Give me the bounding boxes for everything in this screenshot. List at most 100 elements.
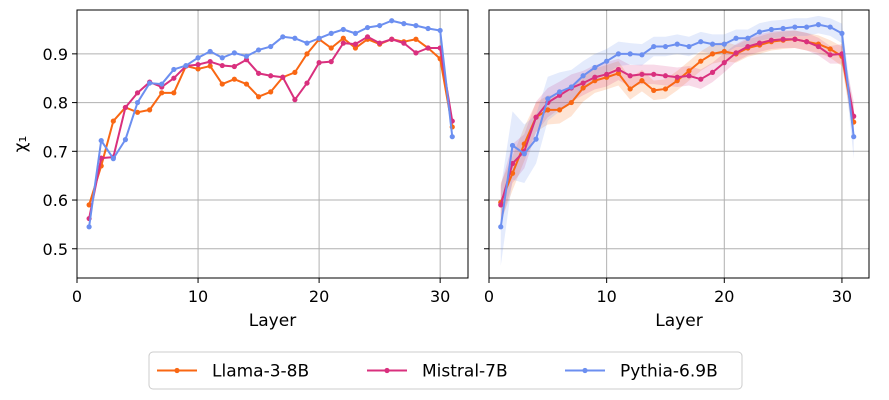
point-llama-3-8b: [255, 94, 262, 100]
point-pythia-6-9b: [592, 64, 598, 71]
point-mistral-7b: [592, 74, 598, 80]
point-mistral-7b: [134, 90, 141, 96]
x-tick-label: 20: [309, 287, 329, 306]
point-llama-3-8b: [352, 45, 359, 51]
point-mistral-7b: [207, 59, 213, 65]
series-line-llama-3-8b: [88, 37, 454, 206]
x-tick-label: 10: [596, 287, 616, 306]
band-pythia-6-9b: [500, 15, 854, 266]
x-tick-label: 30: [832, 287, 852, 306]
point-llama-3-8b: [580, 85, 586, 91]
point-pythia-6-9b: [207, 48, 213, 55]
point-llama-3-8b: [827, 46, 833, 52]
legend-box: [148, 351, 743, 390]
point-mistral-7b: [580, 80, 586, 86]
point-llama-3-8b: [639, 78, 645, 84]
plot-frame: [76, 9, 469, 279]
point-pythia-6-9b: [377, 22, 383, 29]
point-mistral-7b: [304, 80, 310, 86]
point-llama-3-8b: [340, 35, 346, 41]
point-pythia-6-9b: [304, 40, 310, 46]
point-llama-3-8b: [615, 70, 622, 76]
point-mistral-7b: [425, 45, 431, 51]
y-axis-label: χ₁: [11, 136, 31, 153]
point-mistral-7b: [756, 40, 763, 46]
point-pythia-6-9b: [804, 24, 810, 30]
right-panel: 0 10 20 30 Layer: [484, 9, 870, 331]
point-llama-3-8b: [556, 107, 563, 113]
point-mistral-7b: [733, 50, 739, 56]
point-llama-3-8b: [195, 66, 201, 72]
point-mistral-7b: [401, 40, 407, 46]
x-tick-label: 0: [72, 287, 82, 306]
point-mistral-7b: [219, 62, 225, 69]
point-mistral-7b: [122, 104, 129, 111]
point-mistral-7b: [815, 43, 822, 50]
point-pythia-6-9b: [389, 18, 395, 24]
point-pythia-6-9b: [733, 35, 739, 41]
point-mistral-7b: [651, 71, 657, 77]
point-mistral-7b: [268, 73, 274, 79]
point-mistral-7b: [780, 36, 786, 42]
x-tick-label: 30: [430, 287, 450, 306]
point-pythia-6-9b: [328, 30, 334, 36]
point-mistral-7b: [827, 52, 833, 58]
point-pythia-6-9b: [425, 25, 431, 32]
point-mistral-7b: [364, 34, 371, 40]
y-tick-label: 0.7: [43, 142, 68, 161]
point-pythia-6-9b: [509, 142, 516, 149]
point-mistral-7b: [627, 73, 633, 79]
point-pythia-6-9b: [521, 151, 527, 157]
point-pythia-6-9b: [195, 55, 201, 61]
point-pythia-6-9b: [147, 80, 153, 86]
point-pythia-6-9b: [651, 43, 657, 50]
point-llama-3-8b: [413, 36, 419, 42]
point-mistral-7b: [639, 71, 645, 77]
point-pythia-6-9b: [268, 43, 274, 50]
point-pythia-6-9b: [159, 81, 165, 87]
series-line-pythia-6-9b: [499, 23, 855, 227]
point-mistral-7b: [768, 37, 774, 43]
point-llama-3-8b: [171, 90, 177, 96]
point-llama-3-8b: [86, 202, 92, 208]
point-pythia-6-9b: [171, 66, 177, 73]
point-pythia-6-9b: [839, 30, 845, 36]
point-mistral-7b: [498, 202, 504, 208]
point-pythia-6-9b: [662, 43, 669, 50]
point-pythia-6-9b: [792, 24, 798, 30]
point-llama-3-8b: [207, 63, 213, 69]
point-mistral-7b: [255, 70, 262, 76]
point-pythia-6-9b: [768, 26, 774, 33]
point-mistral-7b: [674, 74, 680, 80]
point-mistral-7b: [389, 36, 395, 42]
point-pythia-6-9b: [364, 24, 371, 31]
point-llama-3-8b: [147, 107, 153, 113]
y-tick-label: 0.5: [43, 240, 68, 259]
point-pythia-6-9b: [183, 62, 189, 69]
point-mistral-7b: [662, 73, 669, 79]
x-axis-label: Layer: [655, 311, 702, 331]
point-mistral-7b: [195, 61, 201, 68]
point-llama-3-8b: [627, 86, 633, 92]
point-pythia-6-9b: [110, 156, 116, 162]
point-pythia-6-9b: [98, 137, 104, 144]
legend-label-llama-3-8b: Llama-3-8B: [212, 362, 309, 382]
point-llama-3-8b: [662, 86, 669, 92]
point-pythia-6-9b: [615, 51, 622, 57]
series-line-mistral-7b: [88, 35, 454, 219]
point-llama-3-8b: [231, 76, 237, 82]
point-pythia-6-9b: [340, 26, 346, 33]
point-pythia-6-9b: [498, 224, 504, 230]
point-pythia-6-9b: [243, 53, 250, 59]
point-pythia-6-9b: [352, 30, 359, 36]
point-pythia-6-9b: [604, 58, 610, 64]
point-pythia-6-9b: [627, 51, 633, 57]
point-pythia-6-9b: [756, 29, 763, 35]
point-llama-3-8b: [134, 109, 141, 115]
point-pythia-6-9b: [745, 35, 751, 41]
legend-label-pythia-6-9b: Pythia-6.9B: [620, 362, 718, 382]
point-llama-3-8b: [686, 68, 692, 74]
point-pythia-6-9b: [851, 134, 857, 140]
point-mistral-7b: [721, 60, 727, 66]
